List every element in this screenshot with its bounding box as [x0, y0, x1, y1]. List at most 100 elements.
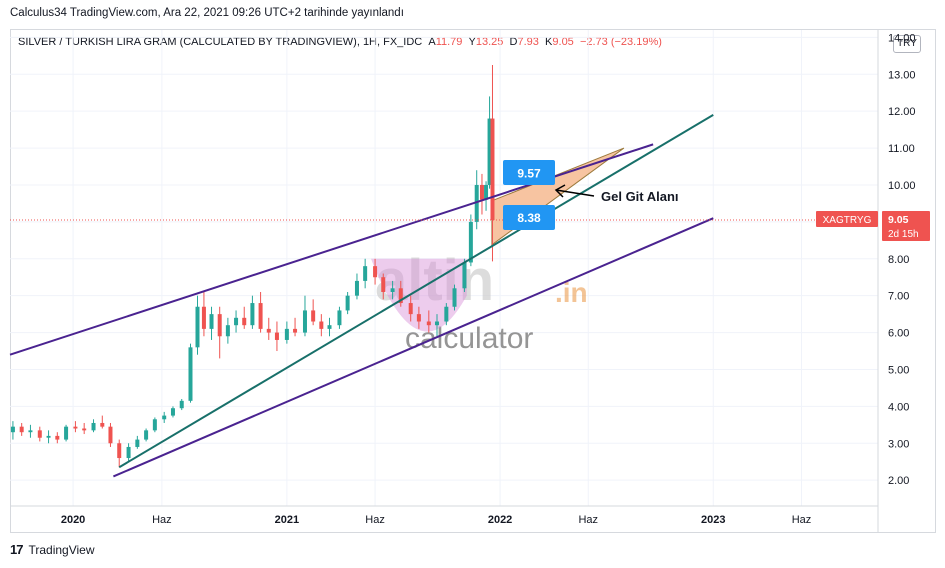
x-tick-label: 2021	[275, 514, 299, 526]
candle	[37, 426, 42, 442]
candle	[434, 314, 439, 337]
currency-button[interactable]: TRY	[893, 35, 921, 53]
y-tick-label: 11.00	[888, 143, 915, 155]
candle	[217, 306, 222, 359]
ticker-tag: XAGTRYG	[816, 211, 878, 227]
publish-caption: Calculus34 TradingView.com, Ara 22, 2021…	[10, 7, 404, 19]
candle-body	[195, 306, 200, 348]
candle	[152, 417, 157, 433]
high-value: 13.25	[475, 36, 504, 48]
low-label: D	[509, 36, 518, 48]
candle	[162, 411, 167, 423]
upper-value-badge: 9.57	[503, 160, 555, 185]
y-tick-label: 5.00	[888, 364, 909, 376]
symbol-legend: SILVER / TURKISH LIRA GRAM (CALCULATED B…	[18, 36, 662, 48]
candle	[188, 343, 193, 403]
y-tick-label: 7.00	[888, 291, 909, 303]
candle	[381, 273, 386, 300]
candle-body	[381, 277, 386, 292]
candle	[46, 430, 51, 444]
candle	[293, 317, 298, 337]
candle	[28, 424, 33, 438]
candle	[363, 258, 368, 289]
candle	[73, 421, 78, 433]
candle	[479, 173, 484, 215]
trend-line[interactable]	[118, 114, 714, 469]
upper-value-badge-bg	[503, 160, 555, 185]
candle	[474, 170, 479, 230]
candle	[117, 439, 122, 468]
price-tag-bg	[882, 211, 930, 241]
candle-body	[108, 426, 113, 444]
price-tag: 9.05 2d 15h	[882, 211, 930, 241]
price-tag-value: 9.05	[888, 214, 909, 226]
candle-body	[242, 317, 247, 326]
x-tick-label: Haz	[578, 514, 598, 526]
candle-body	[274, 332, 279, 340]
y-tick-label: 2.00	[888, 475, 909, 487]
candle	[10, 421, 15, 440]
candle-body	[82, 428, 87, 431]
close-label: K	[545, 36, 553, 48]
candle	[242, 306, 247, 329]
y-axis: 2.003.004.005.006.007.008.009.0010.0011.…	[877, 30, 916, 533]
candle-body	[408, 303, 413, 315]
symbol-name: SILVER / TURKISH LIRA GRAM (CALCULATED B…	[18, 36, 423, 48]
candle-body	[327, 325, 332, 329]
candle-body	[135, 439, 140, 447]
y-tick-label: 3.00	[888, 438, 909, 450]
high-label: Y	[468, 36, 476, 48]
candle-body	[217, 314, 222, 337]
tradingview-logo[interactable]: 17 TradingView	[10, 542, 95, 557]
candle-body	[117, 443, 122, 459]
candle	[462, 258, 467, 292]
y-tick-label: 6.00	[888, 328, 909, 340]
low-value: 7.93	[517, 36, 539, 48]
gel-git-label: Gel Git Alanı	[601, 189, 679, 204]
open-value: 11.79	[435, 36, 463, 48]
candle-body	[201, 306, 206, 329]
candle-body	[337, 310, 342, 326]
candle	[390, 280, 395, 300]
candle-body	[234, 317, 239, 326]
candle-body	[126, 446, 131, 459]
candle	[100, 415, 105, 429]
y-tick-label: 10.00	[888, 180, 916, 192]
chart-frame	[10, 29, 936, 533]
upper-channel-line[interactable]	[9, 143, 654, 356]
candle-body	[468, 221, 473, 263]
candle	[91, 419, 96, 433]
candle	[327, 317, 332, 337]
x-tick-label: Haz	[365, 514, 385, 526]
candle	[82, 422, 87, 435]
candle-body	[55, 435, 60, 440]
candle	[201, 291, 206, 337]
candle	[416, 306, 421, 329]
candle-body	[490, 118, 495, 221]
tradingview-mark-icon: 17	[10, 542, 24, 557]
y-tick-label: 13.00	[888, 69, 916, 81]
candle-body	[363, 266, 368, 281]
candle	[284, 321, 289, 344]
candle-body	[170, 408, 175, 416]
lower-channel-line[interactable]	[112, 217, 714, 478]
y-tick-label: 8.00	[888, 254, 909, 266]
candle-body	[434, 321, 439, 326]
candle	[179, 398, 184, 411]
candle-body	[225, 325, 230, 337]
close-value: 9.05	[552, 36, 574, 48]
candle	[144, 428, 149, 442]
candle-body	[479, 184, 484, 200]
x-tick-label: 2020	[61, 514, 85, 526]
upper-value-text: 9.57	[517, 167, 541, 181]
ticker-text: XAGTRYG	[823, 215, 872, 226]
lower-value-badge-bg	[503, 205, 555, 230]
candle-body	[390, 288, 395, 292]
arrow-head	[554, 184, 566, 198]
change-value: −2.73 (−23.19%)	[579, 36, 662, 48]
candle	[19, 422, 24, 436]
candle	[258, 291, 263, 333]
grid	[10, 30, 878, 506]
candle-body	[250, 303, 255, 326]
